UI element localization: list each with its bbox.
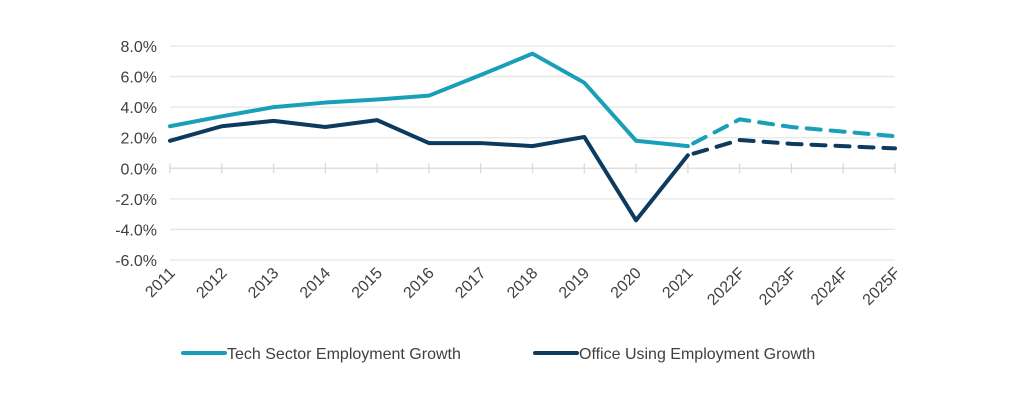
x-tick-label: 2017 <box>452 265 489 302</box>
legend-item: Office Using Employment Growth <box>533 346 815 363</box>
x-tick-label: 2024F <box>808 265 852 309</box>
x-tick-label: 2015 <box>349 265 386 302</box>
y-tick-label: 6.0% <box>121 70 157 87</box>
y-tick-label: -2.0% <box>115 192 157 209</box>
actual-line <box>168 51 690 149</box>
y-tick-label: 0.0% <box>121 161 157 178</box>
legend: Tech Sector Employment Growth Office Usin… <box>181 346 815 363</box>
forecast-line <box>685 137 897 158</box>
y-tick-label: 2.0% <box>121 131 157 148</box>
legend-label: Tech Sector Employment Growth <box>227 346 461 363</box>
legend-label: Office Using Employment Growth <box>579 346 815 363</box>
x-tick-label: 2022F <box>704 265 748 309</box>
x-tick-label: 2016 <box>401 265 438 302</box>
x-tick-label: 2018 <box>504 265 541 302</box>
series-lines <box>168 51 897 223</box>
x-tick-label: 2019 <box>556 265 593 302</box>
y-tick-label: -6.0% <box>115 253 157 270</box>
x-tick-label: 2013 <box>245 265 282 302</box>
x-tick-label: 2014 <box>297 265 334 302</box>
legend-item: Tech Sector Employment Growth <box>181 346 461 363</box>
y-tick-label: 8.0% <box>121 39 157 56</box>
x-tick-label: 2012 <box>193 265 230 302</box>
y-axis-tick-labels: 8.0% 6.0% 4.0% 2.0% 0.0% -2.0% -4.0% -6.0% <box>115 39 157 270</box>
x-tick-label: 2020 <box>608 265 645 302</box>
x-tick-label: 2021 <box>659 265 696 302</box>
x-tick-label: 2023F <box>756 265 800 309</box>
x-tick-label: 2011 <box>142 265 178 301</box>
y-tick-label: -4.0% <box>115 222 157 239</box>
x-axis: 2011 2012 2013 2014 2015 2016 2017 2018 2019 2020… <box>142 163 904 309</box>
x-tick-label: 2025F <box>860 265 904 309</box>
y-tick-label: 4.0% <box>121 100 157 117</box>
gridlines <box>170 45 895 261</box>
series-tech-sector <box>168 51 897 149</box>
series-office-using <box>168 118 897 223</box>
